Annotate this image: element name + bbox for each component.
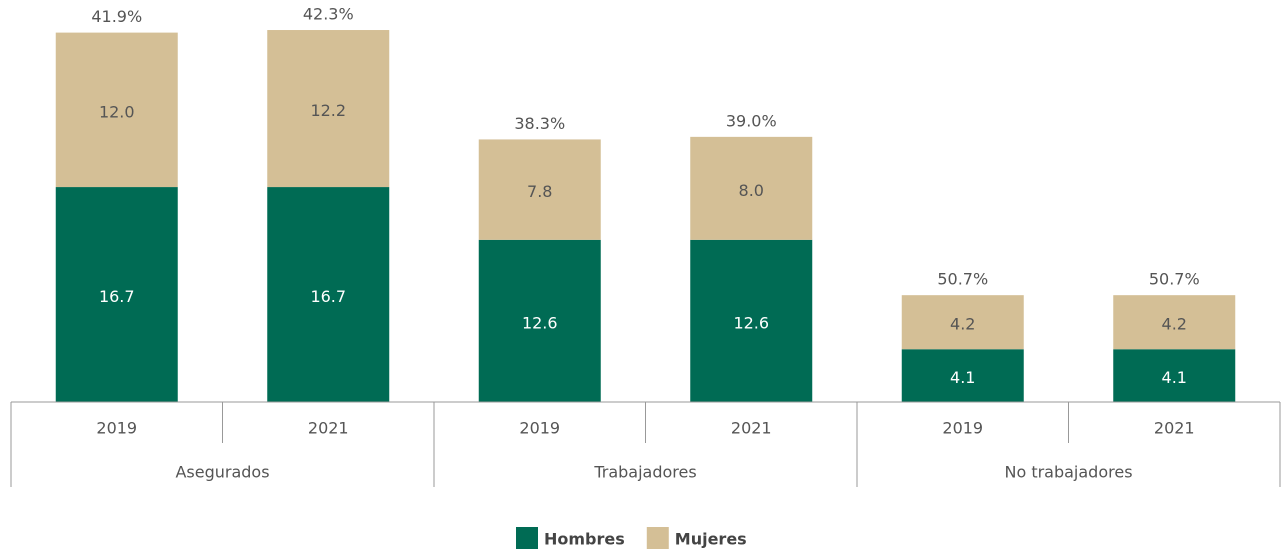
bar-segment bbox=[901, 349, 1024, 402]
x-tick-label: 2019 bbox=[96, 419, 137, 438]
legend-label: Mujeres bbox=[675, 530, 747, 549]
value-label: 7.8 bbox=[527, 182, 552, 201]
bar-segment bbox=[690, 239, 813, 402]
group-label: Trabajadores bbox=[593, 463, 696, 482]
legend-swatch bbox=[646, 527, 669, 549]
value-label: 16.7 bbox=[310, 287, 346, 306]
total-label: 38.3% bbox=[514, 114, 565, 133]
bar-segment bbox=[901, 295, 1024, 350]
x-tick-label: 2021 bbox=[1154, 419, 1195, 438]
value-label: 4.1 bbox=[950, 368, 975, 387]
total-label: 39.0% bbox=[726, 111, 777, 130]
bar-segment bbox=[267, 30, 390, 188]
value-label: 4.2 bbox=[950, 315, 975, 334]
x-tick-label: 2021 bbox=[308, 419, 349, 438]
value-label: 12.2 bbox=[310, 101, 346, 120]
x-tick-label: 2019 bbox=[519, 419, 560, 438]
total-label: 50.7% bbox=[1149, 270, 1200, 289]
x-tick-label: 2021 bbox=[731, 419, 772, 438]
bar-segment bbox=[1113, 295, 1236, 350]
value-label: 16.7 bbox=[99, 287, 135, 306]
legend-swatch bbox=[516, 527, 538, 549]
x-tick-label: 2019 bbox=[942, 419, 983, 438]
bar-segment bbox=[478, 139, 601, 240]
value-label: 12.6 bbox=[522, 313, 558, 332]
value-label: 8.0 bbox=[739, 181, 764, 200]
value-label: 4.1 bbox=[1162, 368, 1187, 387]
value-label: 12.0 bbox=[99, 102, 135, 121]
bar-segment bbox=[55, 32, 178, 188]
value-label: 12.6 bbox=[733, 313, 769, 332]
total-label: 41.9% bbox=[91, 7, 142, 26]
bar-segment bbox=[1113, 349, 1236, 402]
total-label: 50.7% bbox=[937, 270, 988, 289]
group-label: No trabajadores bbox=[1004, 463, 1132, 482]
total-label: 42.3% bbox=[303, 5, 354, 24]
bar-segment bbox=[478, 239, 601, 402]
legend-label: Hombres bbox=[544, 530, 625, 549]
bar-segment bbox=[267, 187, 390, 402]
group-label: Asegurados bbox=[175, 463, 269, 482]
bar-segment bbox=[55, 187, 178, 402]
bar-segment bbox=[690, 136, 813, 240]
value-label: 4.2 bbox=[1162, 315, 1187, 334]
